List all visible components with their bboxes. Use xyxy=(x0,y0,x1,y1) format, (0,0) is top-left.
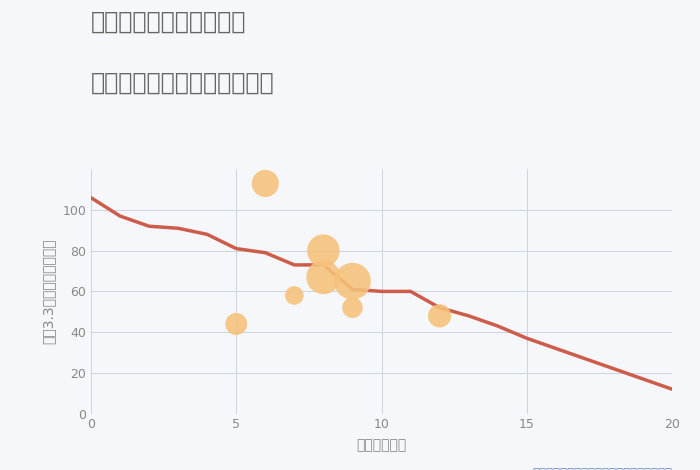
Point xyxy=(289,292,300,299)
Point xyxy=(318,274,329,281)
Point xyxy=(346,304,358,312)
Point xyxy=(231,320,242,328)
Point xyxy=(260,180,271,187)
Y-axis label: 坪（3.3㎡）単価（万円）: 坪（3.3㎡）単価（万円） xyxy=(41,239,55,344)
Point xyxy=(434,312,445,320)
Point xyxy=(318,247,329,254)
X-axis label: 駅距離（分）: 駅距離（分） xyxy=(356,439,407,453)
Text: 福岡県太宰府市連歌屋の: 福岡県太宰府市連歌屋の xyxy=(91,9,246,33)
Text: 駅距離別中古マンション価格: 駅距離別中古マンション価格 xyxy=(91,70,274,94)
Point xyxy=(346,277,358,285)
Text: 円の大きさは、取引のあった物件面積を示す: 円の大きさは、取引のあった物件面積を示す xyxy=(532,467,672,470)
